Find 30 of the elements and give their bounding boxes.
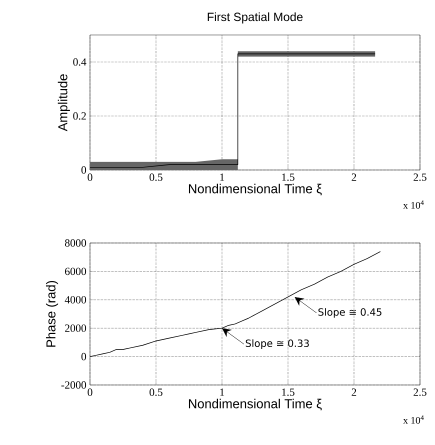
y-tick-label: 0 [81,166,86,174]
text: x 10$^{4}$ [403,415,424,424]
y-tick-label: 4000 [64,296,86,304]
y-tick-label: 2000 [65,324,86,332]
annotation: Slope ≅ 0.33 [246,339,309,349]
x-tick-label: 0.5 [150,388,162,396]
x-tick-label: 2.5 [414,388,426,396]
x-tick-label: 1.5 [282,174,294,181]
x-tick-label: 1 [220,388,224,396]
x-tick-label: 0 [88,388,92,396]
x-tick-label: 1.5 [282,388,294,396]
y-tick-label: 0 [81,352,86,360]
y-tick-label: -2000 [61,381,86,389]
x-tick-label: 0.5 [150,174,162,181]
y-tick-label: 8000 [64,239,86,247]
x-tick-label: 2 [352,174,356,181]
chart-title: First Spatial Mode [208,12,303,24]
y-tick-label: 6000 [65,268,86,276]
y-tick-label: 0.2 [73,112,86,120]
y-tick-label: 0.4 [73,58,86,66]
text: x 10$^{4}$ [403,200,424,209]
x-tick-label: 2.5 [414,174,426,181]
x-axis-title: Nondimensional Time ξ [188,184,322,196]
y-axis-title: Amplitude [58,74,70,132]
y-axis-title: Phase (rad) [46,280,58,347]
x-tick-label: 1 [220,174,224,181]
x-tick-label: 2 [352,388,356,396]
x-axis-title: Nondimensional Time ξ [188,398,322,410]
annotation: Slope ≅ 0.45 [318,308,382,318]
x-tick-label: 0 [88,174,92,181]
